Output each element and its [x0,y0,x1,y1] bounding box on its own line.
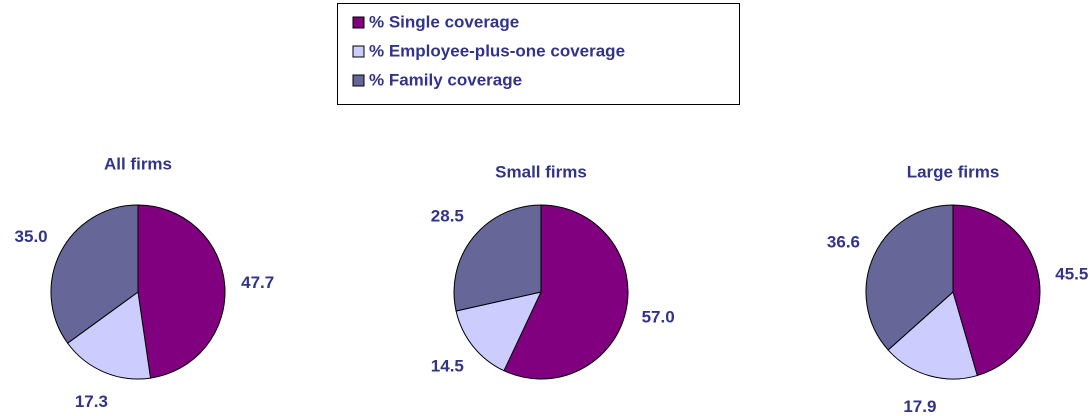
legend-swatch [352,74,365,87]
legend-label: % Single coverage [369,12,519,31]
pie-slice [952,204,1041,377]
data-label: 47.7 [241,273,274,292]
chart-title: All firms [104,154,172,173]
data-label: 17.9 [903,397,936,416]
pie-slice [50,204,139,344]
data-label: 45.5 [1055,265,1088,284]
pie-slice [503,204,629,380]
legend-label: % Family coverage [369,70,522,89]
legend-box [337,3,740,105]
chart-title: Large firms [907,162,1000,181]
legend-swatch [352,16,365,29]
chart-title: Small firms [495,162,587,181]
data-label: 35.0 [15,227,48,246]
legend-label: % Employee-plus-one coverage [369,41,625,60]
pie-slice [887,291,978,380]
pie-slice [137,204,226,379]
data-label: 28.5 [431,206,464,225]
data-label: 57.0 [642,308,675,327]
legend-swatch [352,45,365,58]
data-label: 36.6 [827,232,860,251]
pie-slice [865,204,954,351]
data-label: 17.3 [75,392,108,411]
pie-slice [453,204,542,312]
pie-slice [66,291,152,380]
data-label: 14.5 [431,357,464,376]
pie-slice [455,291,542,372]
